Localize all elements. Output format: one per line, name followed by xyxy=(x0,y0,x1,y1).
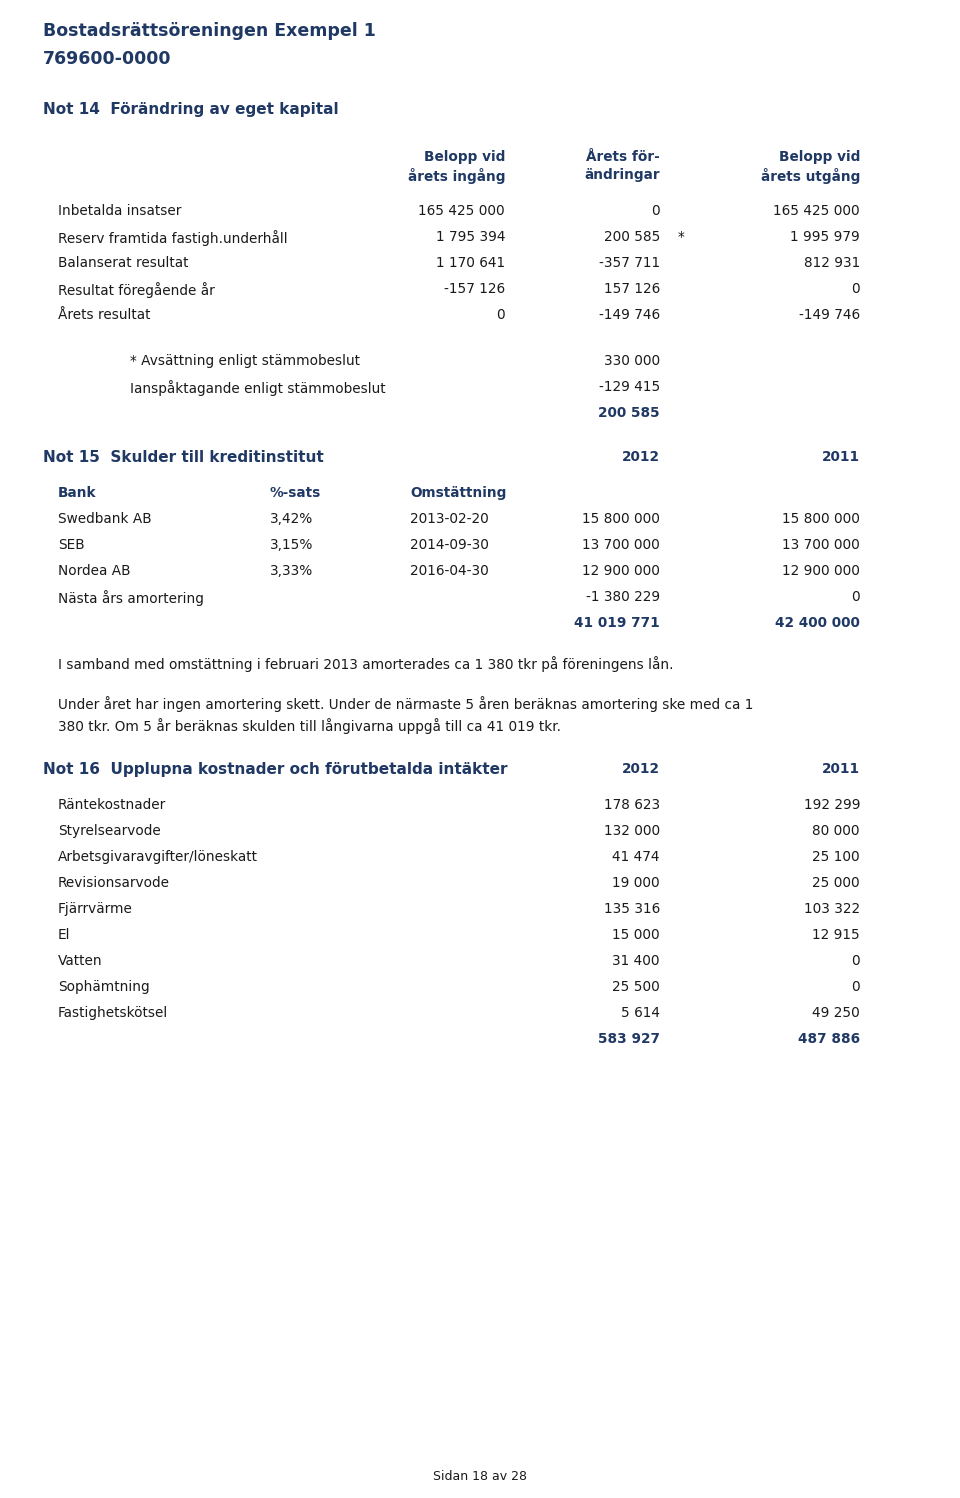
Text: * Avsättning enligt stämmobeslut: * Avsättning enligt stämmobeslut xyxy=(130,354,360,369)
Text: Belopp vid: Belopp vid xyxy=(423,150,505,163)
Text: ändringar: ändringar xyxy=(585,168,660,181)
Text: 0: 0 xyxy=(852,282,860,297)
Text: Resultat föregående år: Resultat föregående år xyxy=(58,282,215,298)
Text: Revisionsarvode: Revisionsarvode xyxy=(58,876,170,890)
Text: Bostadsrättsöreningen Exempel 1: Bostadsrättsöreningen Exempel 1 xyxy=(43,22,376,40)
Text: 49 250: 49 250 xyxy=(812,1007,860,1020)
Text: 200 585: 200 585 xyxy=(598,406,660,419)
Text: 487 886: 487 886 xyxy=(798,1032,860,1046)
Text: 157 126: 157 126 xyxy=(604,282,660,297)
Text: 13 700 000: 13 700 000 xyxy=(782,538,860,551)
Text: 3,33%: 3,33% xyxy=(270,565,313,578)
Text: 12 900 000: 12 900 000 xyxy=(782,565,860,578)
Text: Bank: Bank xyxy=(58,485,97,500)
Text: Omstättning: Omstättning xyxy=(410,485,506,500)
Text: 178 623: 178 623 xyxy=(604,798,660,812)
Text: 12 900 000: 12 900 000 xyxy=(582,565,660,578)
Text: Vatten: Vatten xyxy=(58,954,103,968)
Text: 200 585: 200 585 xyxy=(604,231,660,244)
Text: 25 000: 25 000 xyxy=(812,876,860,890)
Text: 103 322: 103 322 xyxy=(804,902,860,915)
Text: 0: 0 xyxy=(496,309,505,322)
Text: Styrelsearvode: Styrelsearvode xyxy=(58,824,160,837)
Text: 2012: 2012 xyxy=(622,762,660,776)
Text: -157 126: -157 126 xyxy=(444,282,505,297)
Text: 0: 0 xyxy=(852,954,860,968)
Text: 12 915: 12 915 xyxy=(812,927,860,942)
Text: -357 711: -357 711 xyxy=(599,256,660,270)
Text: Sophämtning: Sophämtning xyxy=(58,980,150,995)
Text: 165 425 000: 165 425 000 xyxy=(419,204,505,219)
Text: 812 931: 812 931 xyxy=(804,256,860,270)
Text: Under året har ingen amortering skett. Under de närmaste 5 åren beräknas amorter: Under året har ingen amortering skett. U… xyxy=(58,697,754,712)
Text: 380 tkr. Om 5 år beräknas skulden till långivarna uppgå till ca 41 019 tkr.: 380 tkr. Om 5 år beräknas skulden till l… xyxy=(58,718,561,734)
Text: Reserv framtida fastigh.underhåll: Reserv framtida fastigh.underhåll xyxy=(58,231,288,246)
Text: 0: 0 xyxy=(852,590,860,604)
Text: 13 700 000: 13 700 000 xyxy=(583,538,660,551)
Text: årets ingång: årets ingång xyxy=(407,168,505,184)
Text: 15 800 000: 15 800 000 xyxy=(782,512,860,526)
Text: 15 000: 15 000 xyxy=(612,927,660,942)
Text: -129 415: -129 415 xyxy=(599,380,660,394)
Text: SEB: SEB xyxy=(58,538,84,551)
Text: Nästa års amortering: Nästa års amortering xyxy=(58,590,204,607)
Text: I samband med omstättning i februari 2013 amorterades ca 1 380 tkr på föreningen: I samband med omstättning i februari 201… xyxy=(58,656,674,673)
Text: 42 400 000: 42 400 000 xyxy=(775,616,860,631)
Text: 2012: 2012 xyxy=(622,449,660,464)
Text: Fastighetskötsel: Fastighetskötsel xyxy=(58,1007,168,1020)
Text: Årets för-: Årets för- xyxy=(587,150,660,163)
Text: 769600-0000: 769600-0000 xyxy=(43,49,172,67)
Text: 5 614: 5 614 xyxy=(621,1007,660,1020)
Text: -149 746: -149 746 xyxy=(599,309,660,322)
Text: 3,15%: 3,15% xyxy=(270,538,313,551)
Text: Belopp vid: Belopp vid xyxy=(779,150,860,163)
Text: Swedbank AB: Swedbank AB xyxy=(58,512,152,526)
Text: 25 100: 25 100 xyxy=(812,849,860,864)
Text: Sidan 18 av 28: Sidan 18 av 28 xyxy=(433,1470,527,1483)
Text: 31 400: 31 400 xyxy=(612,954,660,968)
Text: Inbetalda insatser: Inbetalda insatser xyxy=(58,204,181,219)
Text: *: * xyxy=(678,231,684,244)
Text: 0: 0 xyxy=(652,204,660,219)
Text: 1 995 979: 1 995 979 xyxy=(790,231,860,244)
Text: 41 474: 41 474 xyxy=(612,849,660,864)
Text: 2016-04-30: 2016-04-30 xyxy=(410,565,489,578)
Text: Arbetsgivaravgifter/löneskatt: Arbetsgivaravgifter/löneskatt xyxy=(58,849,258,864)
Text: Räntekostnader: Räntekostnader xyxy=(58,798,166,812)
Text: 330 000: 330 000 xyxy=(604,354,660,369)
Text: årets utgång: årets utgång xyxy=(760,168,860,184)
Text: Årets resultat: Årets resultat xyxy=(58,309,151,322)
Text: 2013-02-20: 2013-02-20 xyxy=(410,512,489,526)
Text: 135 316: 135 316 xyxy=(604,902,660,915)
Text: Ianspåktagande enligt stämmobeslut: Ianspåktagande enligt stämmobeslut xyxy=(130,380,386,395)
Text: -149 746: -149 746 xyxy=(799,309,860,322)
Text: %-sats: %-sats xyxy=(270,485,322,500)
Text: Balanserat resultat: Balanserat resultat xyxy=(58,256,188,270)
Text: -1 380 229: -1 380 229 xyxy=(586,590,660,604)
Text: Not 14  Förändring av eget kapital: Not 14 Förändring av eget kapital xyxy=(43,102,339,117)
Text: 41 019 771: 41 019 771 xyxy=(574,616,660,631)
Text: Not 16  Upplupna kostnader och förutbetalda intäkter: Not 16 Upplupna kostnader och förutbetal… xyxy=(43,762,508,777)
Text: 2014-09-30: 2014-09-30 xyxy=(410,538,489,551)
Text: 25 500: 25 500 xyxy=(612,980,660,995)
Text: 19 000: 19 000 xyxy=(612,876,660,890)
Text: 165 425 000: 165 425 000 xyxy=(774,204,860,219)
Text: 192 299: 192 299 xyxy=(804,798,860,812)
Text: 2011: 2011 xyxy=(822,449,860,464)
Text: 0: 0 xyxy=(852,980,860,995)
Text: 1 170 641: 1 170 641 xyxy=(436,256,505,270)
Text: 1 795 394: 1 795 394 xyxy=(436,231,505,244)
Text: 132 000: 132 000 xyxy=(604,824,660,837)
Text: 15 800 000: 15 800 000 xyxy=(582,512,660,526)
Text: El: El xyxy=(58,927,70,942)
Text: 3,42%: 3,42% xyxy=(270,512,313,526)
Text: 583 927: 583 927 xyxy=(598,1032,660,1046)
Text: 80 000: 80 000 xyxy=(812,824,860,837)
Text: Nordea AB: Nordea AB xyxy=(58,565,131,578)
Text: 2011: 2011 xyxy=(822,762,860,776)
Text: Not 15  Skulder till kreditinstitut: Not 15 Skulder till kreditinstitut xyxy=(43,449,324,464)
Text: Fjärrvärme: Fjärrvärme xyxy=(58,902,132,915)
